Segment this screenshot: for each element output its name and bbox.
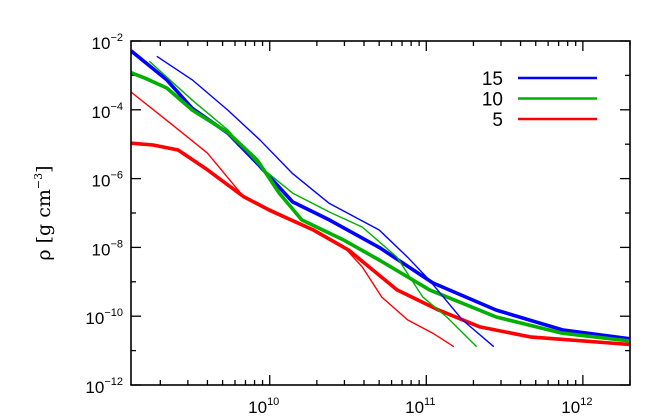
legend-label: 5	[492, 110, 503, 131]
x-tick-labels: 1010 1011 1012	[248, 396, 592, 417]
x-tick-label: 1011	[405, 396, 435, 417]
series-line-10-thick	[131, 71, 630, 343]
series-line-5-thick	[131, 141, 630, 347]
y-tick-label: 10−6	[92, 170, 123, 191]
series-line-5-thin	[131, 91, 455, 348]
x-tick-label: 1010	[248, 396, 279, 417]
plot-frame	[130, 40, 631, 386]
y-tick-label: 10−2	[92, 32, 123, 53]
x-tick-label: 1012	[561, 396, 592, 417]
legend-label: 15	[482, 69, 503, 90]
y-tick-label: 10−8	[92, 238, 123, 259]
series-line-10-thin	[148, 60, 478, 348]
y-tick-labels: 10−2 10−4 10−6 10−8 10−10 10−12	[85, 32, 123, 397]
axis-ticks	[131, 40, 631, 386]
y-tick-label: 10−12	[85, 376, 123, 397]
series-line-15-thick	[131, 49, 630, 341]
y-tick-label: 10−10	[85, 307, 123, 328]
series-line-15-thin	[156, 55, 495, 348]
y-axis-label: ρ [g cm−3]	[32, 165, 55, 260]
y-tick-label: 10−4	[92, 101, 123, 122]
legend-label: 10	[482, 90, 503, 111]
series-lines	[131, 49, 630, 348]
